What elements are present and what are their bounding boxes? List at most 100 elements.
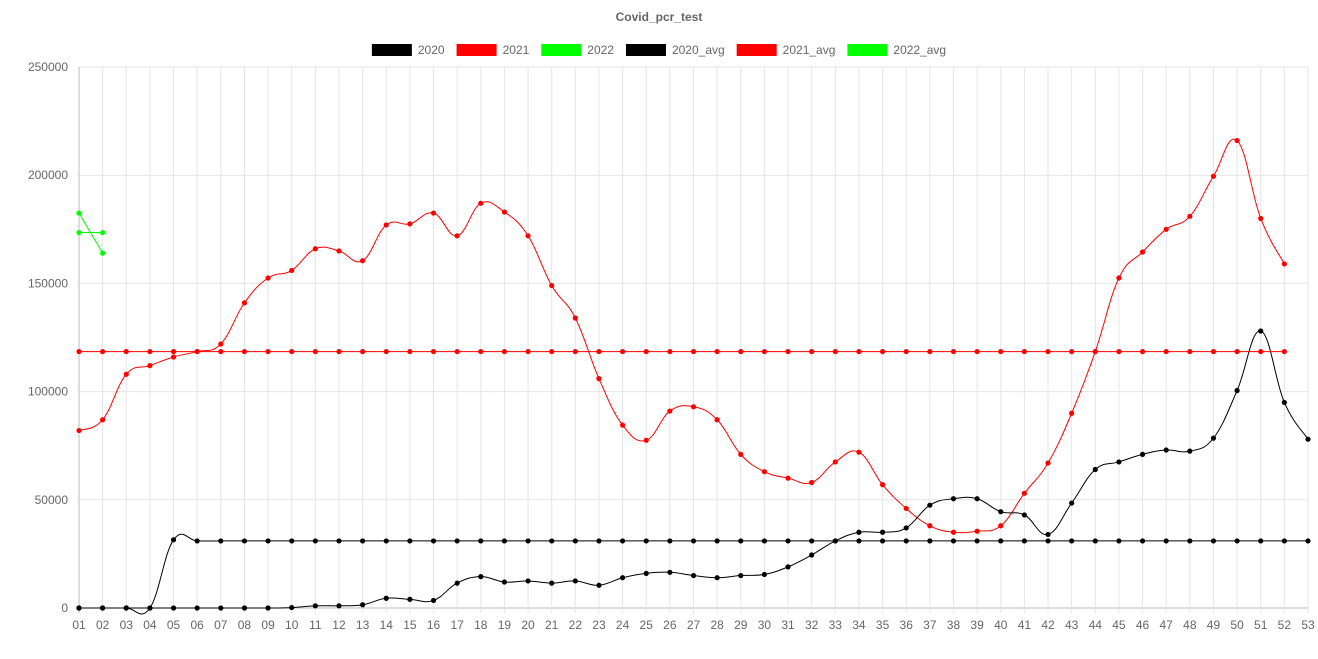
data-point-2020-avg[interactable] bbox=[525, 578, 531, 584]
data-point-2020-avg[interactable] bbox=[785, 564, 791, 570]
data-point-2020-avg[interactable] bbox=[1163, 447, 1169, 453]
data-point-2021[interactable] bbox=[974, 528, 980, 534]
data-point-2020[interactable] bbox=[809, 538, 815, 544]
data-point-2020-avg[interactable] bbox=[1281, 399, 1287, 406]
data-point-2021[interactable] bbox=[667, 408, 673, 414]
data-point-2021[interactable] bbox=[100, 417, 106, 423]
data-point-2021[interactable] bbox=[360, 258, 366, 264]
data-point-2020-avg[interactable] bbox=[478, 574, 484, 580]
data-point-2020[interactable] bbox=[1258, 538, 1264, 544]
data-point-2021[interactable] bbox=[572, 315, 578, 321]
data-point-2021-avg[interactable] bbox=[454, 348, 460, 355]
data-point-2021-avg[interactable] bbox=[289, 348, 295, 355]
data-point-2020[interactable] bbox=[619, 538, 626, 544]
data-point-2020-avg[interactable] bbox=[1021, 512, 1027, 518]
data-point-2021-avg[interactable] bbox=[100, 348, 106, 355]
data-point-2020[interactable] bbox=[738, 538, 744, 544]
data-point-2021-avg[interactable] bbox=[430, 348, 437, 355]
data-point-2020[interactable] bbox=[407, 538, 413, 544]
data-point-2020-avg[interactable] bbox=[927, 502, 933, 508]
legend-item[interactable]: 2020 bbox=[371, 43, 445, 57]
data-point-2021[interactable] bbox=[998, 523, 1004, 529]
data-point-2021-avg[interactable] bbox=[998, 348, 1004, 355]
data-point-2020[interactable] bbox=[383, 538, 389, 544]
data-point-2020-avg[interactable] bbox=[383, 595, 389, 601]
data-point-2021-avg[interactable] bbox=[667, 348, 673, 355]
data-point-2020[interactable] bbox=[1069, 538, 1075, 544]
data-point-2020-avg[interactable] bbox=[265, 605, 271, 611]
data-point-2020-avg[interactable] bbox=[123, 605, 129, 611]
data-point-2021[interactable] bbox=[714, 417, 720, 423]
data-point-2020[interactable] bbox=[998, 538, 1004, 544]
data-point-2020-avg[interactable] bbox=[1092, 466, 1098, 473]
data-point-2021-avg[interactable] bbox=[1187, 348, 1193, 355]
data-point-2020-avg[interactable] bbox=[289, 604, 295, 611]
data-point-2021[interactable] bbox=[643, 437, 649, 443]
data-point-2020-avg[interactable] bbox=[1116, 459, 1122, 465]
data-point-2022[interactable] bbox=[100, 250, 106, 256]
data-point-2021[interactable] bbox=[1234, 137, 1240, 144]
data-point-2021[interactable] bbox=[312, 246, 318, 252]
legend-item[interactable]: 2021_avg bbox=[736, 43, 836, 57]
data-point-2020-avg[interactable] bbox=[572, 578, 578, 584]
data-point-2021[interactable] bbox=[407, 221, 413, 227]
legend[interactable]: 2020 2021 2022 2020_avg 2021_avg 2022_avg bbox=[371, 43, 946, 57]
data-point-2021-avg[interactable] bbox=[170, 348, 177, 355]
data-point-2021-avg[interactable] bbox=[1258, 348, 1264, 355]
data-point-2021-avg[interactable] bbox=[738, 348, 744, 355]
data-point-2021-avg[interactable] bbox=[809, 348, 815, 355]
data-point-2020[interactable] bbox=[974, 538, 980, 544]
data-point-2020-avg[interactable] bbox=[643, 570, 649, 576]
data-point-2020-avg[interactable] bbox=[879, 529, 886, 535]
data-point-2021[interactable] bbox=[501, 209, 508, 215]
data-point-2021[interactable] bbox=[879, 482, 886, 488]
data-point-2020[interactable] bbox=[927, 538, 933, 544]
data-point-2020[interactable] bbox=[1045, 538, 1051, 544]
data-point-2020[interactable] bbox=[549, 538, 555, 544]
data-point-2021[interactable] bbox=[454, 233, 460, 239]
data-point-2021-avg[interactable] bbox=[572, 348, 578, 355]
data-point-2021-avg[interactable] bbox=[690, 348, 697, 355]
data-point-2020-avg[interactable] bbox=[170, 605, 177, 611]
data-point-2020[interactable] bbox=[312, 538, 318, 544]
data-point-2021-avg[interactable] bbox=[407, 348, 413, 355]
data-point-2020[interactable] bbox=[667, 538, 673, 544]
data-point-2020-avg[interactable] bbox=[218, 605, 224, 611]
data-point-2021-avg[interactable] bbox=[147, 348, 153, 355]
legend-item[interactable]: 2020_avg bbox=[625, 43, 725, 57]
data-point-2020[interactable] bbox=[690, 538, 697, 544]
data-point-2020-avg[interactable] bbox=[76, 605, 82, 611]
data-point-2020-avg[interactable] bbox=[501, 579, 508, 585]
data-point-2020[interactable] bbox=[714, 538, 720, 544]
legend-item[interactable]: 2021 bbox=[456, 43, 530, 57]
data-point-2021-avg[interactable] bbox=[1210, 348, 1217, 355]
data-point-2020-avg[interactable] bbox=[430, 597, 437, 604]
data-point-2021[interactable] bbox=[289, 267, 295, 274]
data-point-2020-avg[interactable] bbox=[241, 605, 248, 611]
data-point-2021[interactable] bbox=[525, 233, 531, 239]
data-point-2020[interactable] bbox=[501, 538, 508, 544]
data-point-2020[interactable] bbox=[218, 538, 224, 544]
data-point-2020[interactable] bbox=[879, 538, 886, 544]
data-point-2021[interactable] bbox=[478, 200, 484, 206]
data-point-2021[interactable] bbox=[336, 248, 342, 254]
data-point-2020-avg[interactable] bbox=[194, 605, 200, 611]
data-point-2020[interactable] bbox=[1305, 538, 1311, 544]
data-point-2021-avg[interactable] bbox=[312, 348, 318, 355]
data-point-2021-avg[interactable] bbox=[194, 348, 200, 355]
data-point-2021-avg[interactable] bbox=[1069, 348, 1075, 355]
data-point-2020[interactable] bbox=[454, 538, 460, 544]
data-point-2020-avg[interactable] bbox=[998, 509, 1004, 515]
data-point-2021[interactable] bbox=[761, 469, 768, 475]
data-point-2020[interactable] bbox=[194, 538, 200, 544]
data-point-2020-avg[interactable] bbox=[1069, 500, 1075, 506]
data-point-2021[interactable] bbox=[856, 449, 862, 455]
data-point-2021[interactable] bbox=[596, 376, 602, 382]
data-point-2020[interactable] bbox=[643, 538, 649, 544]
data-point-2020[interactable] bbox=[856, 538, 862, 544]
data-point-2021-avg[interactable] bbox=[714, 348, 720, 355]
data-point-2020[interactable] bbox=[1021, 538, 1027, 544]
data-point-2020[interactable] bbox=[950, 538, 957, 544]
data-point-2021[interactable] bbox=[170, 354, 177, 360]
data-point-2021-avg[interactable] bbox=[383, 348, 389, 355]
